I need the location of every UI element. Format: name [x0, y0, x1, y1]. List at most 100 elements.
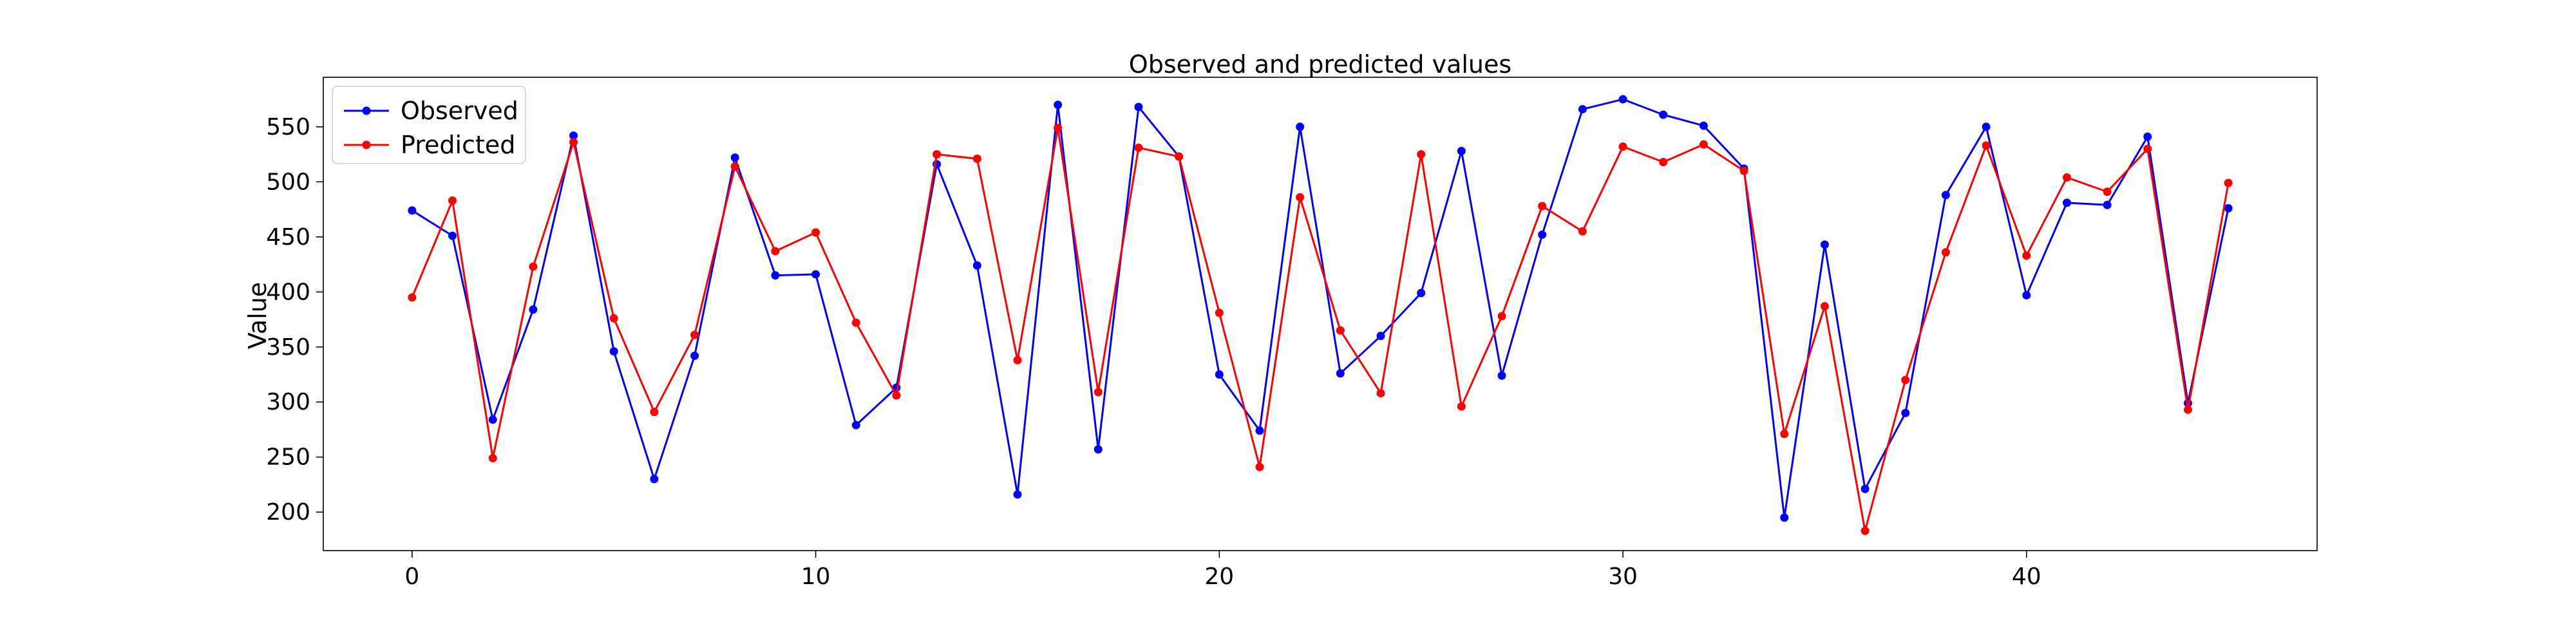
- data-point-observed: [2103, 200, 2112, 209]
- data-point-predicted: [2062, 173, 2071, 182]
- data-point-observed: [1336, 369, 1345, 378]
- data-point-observed: [1618, 95, 1627, 104]
- data-point-observed: [1538, 230, 1547, 239]
- data-point-predicted: [609, 314, 618, 323]
- data-point-observed: [1134, 102, 1143, 111]
- series-line-observed: [412, 98, 2230, 519]
- y-tick-label: 550: [266, 114, 310, 140]
- legend: Observed Predicted: [332, 86, 526, 164]
- y-axis-label: Value: [243, 282, 272, 349]
- data-point-observed: [650, 475, 659, 484]
- data-point-observed: [811, 270, 820, 279]
- data-point-predicted: [1538, 202, 1547, 211]
- x-tick-label: 0: [404, 564, 419, 590]
- data-point-predicted: [972, 154, 981, 163]
- data-point-observed: [488, 415, 497, 424]
- data-point-predicted: [1941, 248, 1950, 257]
- y-tick-label: 450: [266, 224, 310, 251]
- series-observed: [408, 95, 2233, 522]
- x-tick-label: 20: [1204, 564, 1234, 590]
- data-point-predicted: [1699, 140, 1708, 149]
- data-point-predicted: [2183, 405, 2192, 414]
- data-point-predicted: [1215, 308, 1224, 317]
- data-point-observed: [1699, 121, 1708, 130]
- data-point-predicted: [690, 330, 699, 339]
- data-point-predicted: [1618, 142, 1627, 151]
- data-point-predicted: [569, 138, 578, 147]
- legend-item-observed: Observed: [344, 97, 518, 125]
- legend-swatch-marker: [362, 106, 371, 115]
- data-point-observed: [972, 261, 981, 270]
- data-point-observed: [569, 131, 578, 140]
- data-point-observed: [1094, 445, 1103, 454]
- series-predicted: [408, 124, 2233, 535]
- legend-item-predicted: Predicted: [344, 131, 515, 159]
- data-point-predicted: [529, 262, 538, 271]
- data-point-predicted: [730, 162, 739, 171]
- data-point-observed: [1376, 332, 1385, 341]
- data-point-predicted: [2103, 187, 2112, 196]
- data-point-observed: [851, 421, 860, 430]
- y-tick-label: 250: [266, 444, 310, 471]
- data-point-observed: [1780, 513, 1789, 522]
- data-point-predicted: [892, 391, 901, 400]
- data-point-observed: [2143, 132, 2152, 141]
- data-point-observed: [1982, 122, 1991, 131]
- data-point-observed: [730, 153, 739, 162]
- data-point-observed: [609, 347, 618, 356]
- data-point-predicted: [1336, 326, 1345, 335]
- data-point-predicted: [1457, 402, 1466, 411]
- data-point-observed: [1296, 122, 1305, 131]
- y-tick-label: 350: [266, 334, 310, 361]
- data-point-observed: [1054, 100, 1063, 109]
- data-point-predicted: [1578, 227, 1587, 236]
- plot-area: 0 10 20 30 40 200 250 300 350 400 450 500 550: [266, 77, 2318, 590]
- y-tick-label: 400: [266, 279, 310, 305]
- data-point-predicted: [650, 408, 659, 417]
- data-point-predicted: [933, 150, 942, 159]
- data-point-predicted: [408, 293, 417, 302]
- data-point-observed: [529, 305, 538, 314]
- data-point-observed: [1901, 408, 1910, 417]
- data-point-predicted: [1982, 141, 1991, 150]
- data-point-predicted: [2224, 178, 2233, 187]
- x-tick-label: 40: [2012, 564, 2041, 590]
- x-tick-label: 10: [801, 564, 831, 590]
- data-point-observed: [2022, 290, 2031, 299]
- y-tick-label: 500: [266, 169, 310, 195]
- data-point-observed: [1457, 147, 1466, 156]
- data-point-predicted: [1255, 462, 1264, 471]
- data-point-observed: [448, 231, 457, 240]
- legend-swatch-marker: [362, 140, 371, 149]
- data-point-predicted: [811, 228, 820, 237]
- data-point-observed: [1659, 110, 1668, 119]
- data-point-observed: [1578, 105, 1587, 114]
- data-point-observed: [771, 271, 780, 280]
- data-point-predicted: [448, 196, 457, 205]
- data-point-observed: [1417, 289, 1426, 298]
- data-point-observed: [690, 351, 699, 360]
- data-point-observed: [2062, 198, 2071, 207]
- data-point-predicted: [1901, 375, 1910, 384]
- data-point-predicted: [1134, 143, 1143, 152]
- data-point-observed: [1941, 191, 1950, 200]
- data-point-predicted: [1497, 312, 1506, 321]
- data-point-predicted: [1861, 526, 1870, 535]
- data-point-predicted: [1820, 302, 1829, 311]
- data-point-observed: [1215, 370, 1224, 379]
- data-point-predicted: [1094, 388, 1103, 397]
- data-point-observed: [1255, 426, 1264, 435]
- legend-label: Observed: [401, 97, 518, 125]
- data-point-predicted: [1376, 389, 1385, 398]
- y-tick-label: 200: [266, 499, 310, 526]
- data-point-observed: [1820, 240, 1829, 249]
- data-point-observed: [408, 206, 417, 215]
- data-point-observed: [1497, 371, 1506, 380]
- data-point-predicted: [2143, 144, 2152, 153]
- data-point-predicted: [1013, 355, 1022, 365]
- y-tick-label: 300: [266, 389, 310, 415]
- data-point-predicted: [851, 318, 860, 327]
- data-point-predicted: [1659, 158, 1668, 167]
- data-point-predicted: [488, 453, 497, 462]
